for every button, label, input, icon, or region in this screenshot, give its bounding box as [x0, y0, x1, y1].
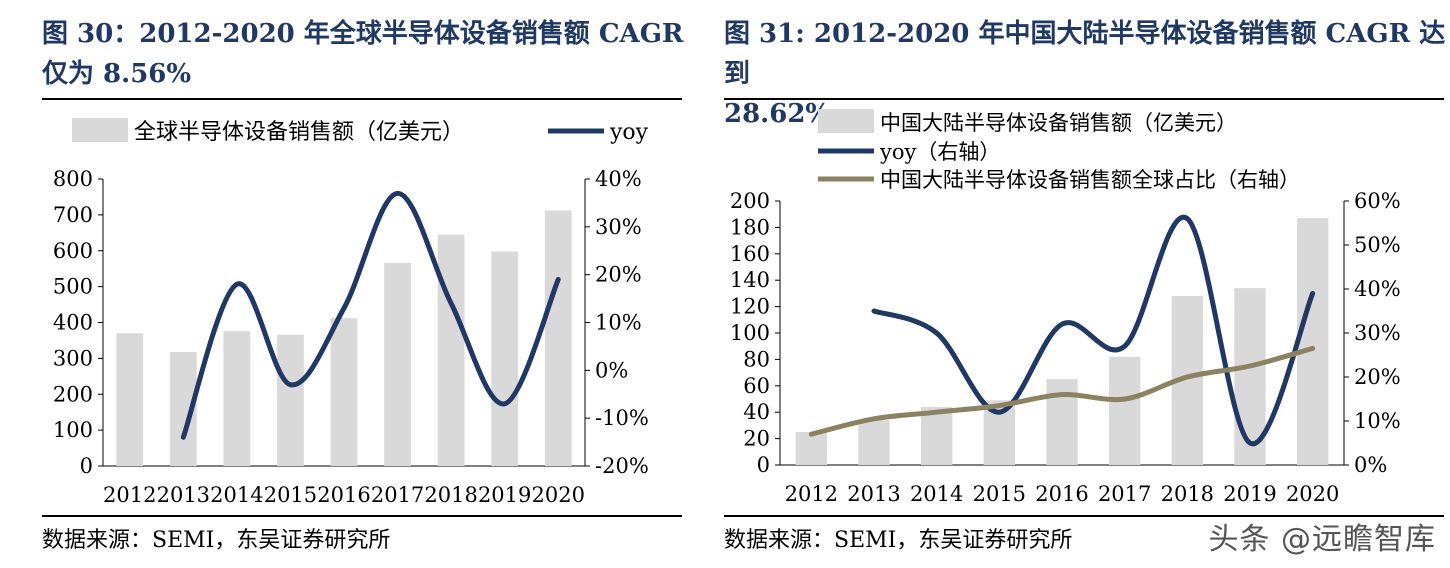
left-chart-bar-2017: [384, 262, 411, 466]
right-chart-y-tick-label: 160: [730, 242, 770, 266]
left-chart-bar-2018: [437, 234, 465, 466]
right-chart-y-tick-label: 0: [757, 453, 770, 477]
right-chart-y2-tick-label: 40%: [1354, 277, 1401, 301]
left-chart-bar-2014: [223, 331, 251, 466]
right-chart-x-tick-label: 2020: [1286, 482, 1339, 506]
right-chart-x-tick-label: 2018: [1161, 482, 1214, 506]
figure-30-title-line2: 仅为 8.56%: [42, 59, 192, 89]
figure-30-top-rule: [42, 98, 682, 100]
left-chart-bar-2012: [116, 333, 144, 466]
left-chart-bar-2015: [277, 334, 304, 466]
left-chart-y-tick-label: 800: [53, 167, 93, 191]
right-chart-bar-2014: [921, 406, 953, 465]
right-chart-x-tick-label: 2012: [785, 482, 838, 506]
right-chart-y2-tick-label: 0%: [1354, 453, 1387, 477]
figure-31-bottom-rule: [724, 515, 1444, 517]
left-chart-y-tick-label: 700: [53, 203, 93, 227]
figure-30-title-line1: 图 30：2012-2020 年全球半导体设备销售额 CAGR: [42, 19, 684, 49]
left-chart-y-tick-label: 500: [53, 275, 93, 299]
right-chart-y2-tick-label: 30%: [1354, 321, 1401, 345]
right-chart-y2-tick-label: 50%: [1354, 233, 1401, 257]
left-chart-y2-tick-label: -20%: [595, 454, 649, 478]
left-chart-x-tick-label: 2019: [478, 483, 531, 507]
right-chart-legend-swatch-bar: [818, 109, 874, 133]
right-chart-y-tick-label: 60: [743, 374, 770, 398]
left-chart-y-tick-label: 100: [53, 418, 93, 442]
right-chart-y2-tick-label: 60%: [1354, 189, 1401, 213]
right-chart-legend-label: yoy（右轴）: [879, 140, 1000, 164]
left-chart-x-tick-label: 2016: [317, 483, 370, 507]
left-chart-x-tick-label: 2013: [157, 483, 210, 507]
right-chart-y2-tick-label: 10%: [1354, 409, 1401, 433]
right-chart-y-tick-label: 120: [730, 295, 770, 319]
right-chart-y-tick-label: 80: [743, 347, 770, 371]
right-chart-y-tick-label: 20: [743, 427, 770, 451]
figure-31-title-line2: 28.62%: [724, 99, 831, 129]
figure-31-source: 数据来源：SEMI，东吴证券研究所: [724, 528, 1073, 553]
right-chart-y-tick-label: 100: [730, 321, 770, 345]
right-chart-legend-label: 中国大陆半导体设备销售额全球占比（右轴）: [880, 168, 1300, 192]
left-chart-bar-2020: [544, 210, 572, 466]
chart-global-sales: 0 100 200 300 400 500 600 700 800 -20% -10% 0% 10% 20…: [53, 118, 649, 507]
figure-30-bottom-rule: [42, 515, 682, 517]
left-chart-y-tick-label: 300: [53, 346, 93, 370]
left-chart-x-tick-label: 2012: [103, 483, 156, 507]
figure-30-title: 图 30：2012-2020 年全球半导体设备销售额 CAGR 仅为 8.56%: [42, 14, 690, 94]
right-chart-bar-2020: [1297, 218, 1329, 465]
left-chart-bar-2016: [330, 318, 358, 466]
right-chart-y-tick-label: 40: [743, 400, 770, 424]
left-chart-y-tick-label: 600: [53, 239, 93, 263]
left-chart-y2-tick-label: 10%: [595, 311, 642, 335]
figure-30-source: 数据来源：SEMI，东吴证券研究所: [42, 528, 391, 553]
left-chart-legend-label: yoy: [609, 120, 649, 145]
figure-31-top-rule: [724, 98, 1444, 100]
right-chart-x-tick-label: 2016: [1035, 482, 1088, 506]
left-chart-y2-tick-label: 30%: [595, 215, 642, 239]
left-chart-x-tick-label: 2020: [531, 483, 584, 507]
right-chart-y2-tick-label: 20%: [1354, 365, 1401, 389]
left-chart-bar-2019: [491, 251, 519, 466]
right-chart-bar-2013: [858, 420, 890, 465]
left-chart-y-tick-label: 0: [80, 454, 93, 478]
right-chart-bar-2016: [1046, 379, 1078, 465]
left-chart-y2-tick-label: 20%: [595, 263, 642, 287]
left-chart-x-tick-label: 2015: [264, 483, 317, 507]
left-chart-line-yoy: [180, 190, 561, 440]
figure-31-title: 图 31: 2012-2020 年中国大陆半导体设备销售额 CAGR 达到 28…: [724, 14, 1450, 134]
left-chart-legend-label: 全球半导体设备销售额（亿美元）: [134, 120, 464, 145]
left-chart-legend-swatch-bar: [72, 118, 128, 142]
figure-31: 图 31: 2012-2020 年中国大陆半导体设备销售额 CAGR 达到 28…: [710, 0, 1450, 568]
figure-31-title-line1: 图 31: 2012-2020 年中国大陆半导体设备销售额 CAGR 达到: [724, 19, 1446, 89]
right-chart-x-tick-label: 2019: [1223, 482, 1276, 506]
right-chart-legend-label: 中国大陆半导体设备销售额（亿美元）: [880, 111, 1237, 135]
left-chart-y2-tick-label: 40%: [595, 167, 642, 191]
right-chart-x-tick-label: 2014: [910, 482, 963, 506]
left-chart-y2-tick-label: 0%: [595, 358, 628, 382]
figure-30: 图 30：2012-2020 年全球半导体设备销售额 CAGR 仅为 8.56%…: [0, 0, 690, 568]
left-chart-x-tick-label: 2017: [371, 483, 424, 507]
right-chart-bar-2017: [1109, 356, 1141, 465]
right-chart-y-tick-label: 140: [730, 268, 770, 292]
right-chart-bar-2012: [795, 432, 827, 465]
right-chart-y-tick-label: 200: [730, 189, 770, 213]
right-chart-x-tick-label: 2017: [1098, 482, 1151, 506]
left-chart-y2-tick-label: -10%: [595, 406, 649, 430]
left-chart-y-tick-label: 200: [53, 382, 93, 406]
right-chart-y-tick-label: 180: [730, 215, 770, 239]
watermark: 头条 @远瞻智库: [1208, 522, 1436, 557]
right-chart-x-tick-label: 2013: [847, 482, 900, 506]
left-chart-x-tick-label: 2014: [210, 483, 263, 507]
left-chart-y-tick-label: 400: [53, 311, 93, 335]
left-chart-x-tick-label: 2018: [424, 483, 477, 507]
right-chart-x-tick-label: 2015: [973, 482, 1026, 506]
